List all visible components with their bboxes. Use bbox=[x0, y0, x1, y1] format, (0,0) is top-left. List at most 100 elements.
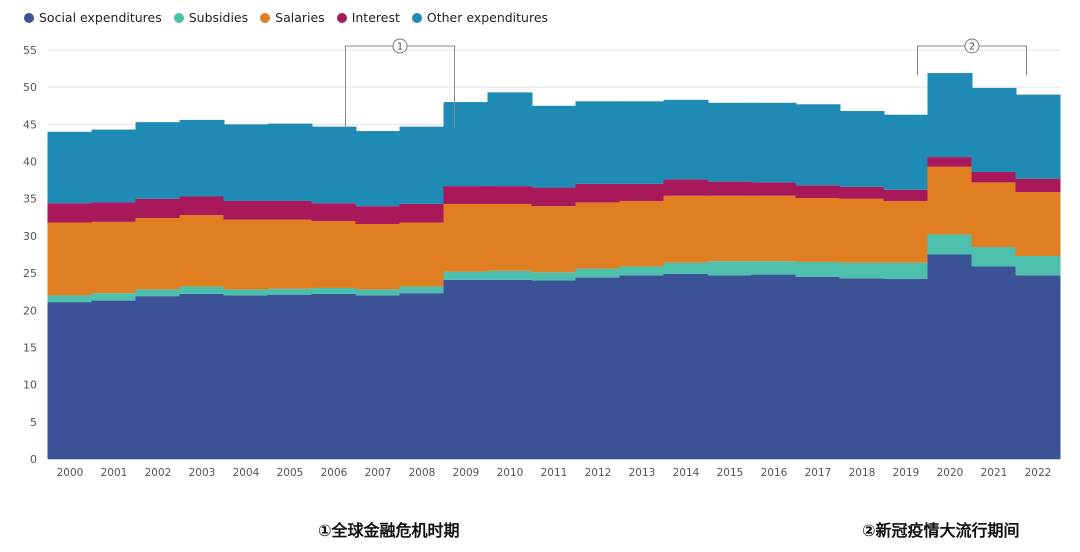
legend-label: Social expenditures bbox=[39, 10, 162, 25]
bar-segment bbox=[619, 266, 665, 276]
bar-segment bbox=[619, 275, 665, 459]
bar-segment bbox=[179, 196, 225, 216]
x-tick-label: 2005 bbox=[277, 467, 304, 479]
bar-segment bbox=[47, 302, 93, 459]
bar-segment bbox=[47, 203, 93, 223]
bar-segment bbox=[663, 99, 709, 180]
bar-segment bbox=[883, 114, 929, 190]
bar-segment bbox=[223, 219, 269, 290]
y-tick-label: 45 bbox=[23, 118, 37, 131]
x-tick-label: 2003 bbox=[189, 467, 216, 479]
bar-segment bbox=[531, 280, 577, 459]
x-tick-label: 2017 bbox=[805, 467, 832, 479]
bar-segment bbox=[971, 266, 1017, 459]
bar-segment bbox=[311, 287, 357, 294]
bar-segment bbox=[1015, 94, 1061, 179]
bar-segment bbox=[47, 295, 93, 303]
bar-segment bbox=[267, 288, 313, 295]
annotation-marker bbox=[964, 38, 980, 54]
bar-segment bbox=[531, 105, 577, 188]
bar-segment bbox=[839, 262, 885, 279]
bar-segment bbox=[839, 198, 885, 263]
bar-segment bbox=[795, 197, 841, 262]
bar-segment bbox=[619, 200, 665, 267]
bar-segment bbox=[355, 131, 401, 207]
bar-segment bbox=[267, 200, 313, 220]
y-tick-label: 35 bbox=[23, 193, 37, 206]
bar-segment bbox=[399, 126, 445, 204]
bar-segment bbox=[267, 294, 313, 459]
bar-segment bbox=[91, 293, 137, 301]
legend-item: Subsidies bbox=[173, 10, 249, 25]
bar-segment bbox=[795, 261, 841, 277]
bar-segment bbox=[839, 110, 885, 187]
bar-segment bbox=[927, 157, 973, 167]
bar-segment bbox=[707, 102, 753, 182]
bar-segment bbox=[267, 123, 313, 201]
bar-segment bbox=[663, 262, 709, 274]
bar-segment bbox=[751, 182, 797, 196]
bar-segment bbox=[443, 102, 489, 187]
x-tick-label: 2002 bbox=[145, 467, 172, 479]
bar-segment bbox=[487, 270, 533, 280]
annotation-number: 2 bbox=[969, 42, 975, 53]
x-tick-label: 2014 bbox=[673, 467, 700, 479]
bar-segment bbox=[91, 221, 137, 294]
legend-item: Social expenditures bbox=[24, 10, 162, 25]
bar-segment bbox=[399, 222, 445, 287]
bar-segment bbox=[663, 195, 709, 263]
bar-segment bbox=[311, 126, 357, 204]
bar-segment bbox=[707, 275, 753, 459]
bar-segment bbox=[971, 87, 1017, 172]
x-tick-label: 2016 bbox=[761, 467, 788, 479]
bar-segment bbox=[795, 104, 841, 186]
bar-segment bbox=[135, 296, 181, 459]
bar-segment bbox=[663, 179, 709, 196]
bar-segment bbox=[267, 219, 313, 289]
bar-segment bbox=[135, 218, 181, 290]
bar-segment bbox=[487, 92, 533, 187]
y-tick-label: 25 bbox=[23, 267, 37, 280]
bar-segment bbox=[883, 189, 929, 201]
bar-segment bbox=[355, 206, 401, 225]
bar-segment bbox=[311, 293, 357, 459]
legend-label: Other expenditures bbox=[426, 10, 549, 25]
bar-segment bbox=[223, 295, 269, 459]
bar-segment bbox=[927, 166, 973, 235]
y-tick-label: 10 bbox=[23, 379, 37, 392]
y-tick-label: 50 bbox=[23, 81, 37, 94]
x-tick-label: 2004 bbox=[233, 467, 260, 479]
legend-label: Subsidies bbox=[188, 10, 249, 25]
bar-segment bbox=[795, 276, 841, 459]
bar-segment bbox=[487, 186, 533, 204]
legend-item: Other expenditures bbox=[411, 10, 549, 25]
bar-segment bbox=[91, 129, 137, 203]
caption-covid-pandemic: ②新冠疫情大流行期间 bbox=[862, 521, 1020, 540]
legend: Social expenditures Subsidies Salaries Inte… bbox=[24, 10, 548, 25]
bar-segment bbox=[927, 73, 973, 158]
bar-segment bbox=[751, 195, 797, 262]
y-tick-label: 5 bbox=[30, 416, 37, 429]
x-tick-label: 2010 bbox=[497, 467, 524, 479]
caption-financial-crisis: ①全球金融危机时期 bbox=[318, 521, 460, 540]
bar-segment bbox=[883, 200, 929, 263]
bar-segment bbox=[927, 254, 973, 459]
bar-segment bbox=[531, 272, 577, 281]
x-tick-label: 2007 bbox=[365, 467, 392, 479]
bar-segment bbox=[355, 224, 401, 290]
bar-segment bbox=[1015, 178, 1061, 193]
bar-segment bbox=[575, 183, 621, 203]
x-tick-label: 2006 bbox=[321, 467, 348, 479]
bar-segment bbox=[531, 187, 577, 207]
bar-segment bbox=[575, 268, 621, 278]
bar-segment bbox=[619, 101, 665, 184]
bar-segment bbox=[179, 119, 225, 197]
bar-segment bbox=[355, 289, 401, 296]
legend-label: Interest bbox=[351, 10, 400, 25]
bar-segment bbox=[91, 300, 137, 459]
annotation-marker bbox=[392, 38, 408, 54]
x-tick-label: 2020 bbox=[937, 467, 964, 479]
bar-segment bbox=[707, 261, 753, 276]
bar-segment bbox=[399, 203, 445, 223]
y-tick-label: 55 bbox=[23, 44, 37, 57]
